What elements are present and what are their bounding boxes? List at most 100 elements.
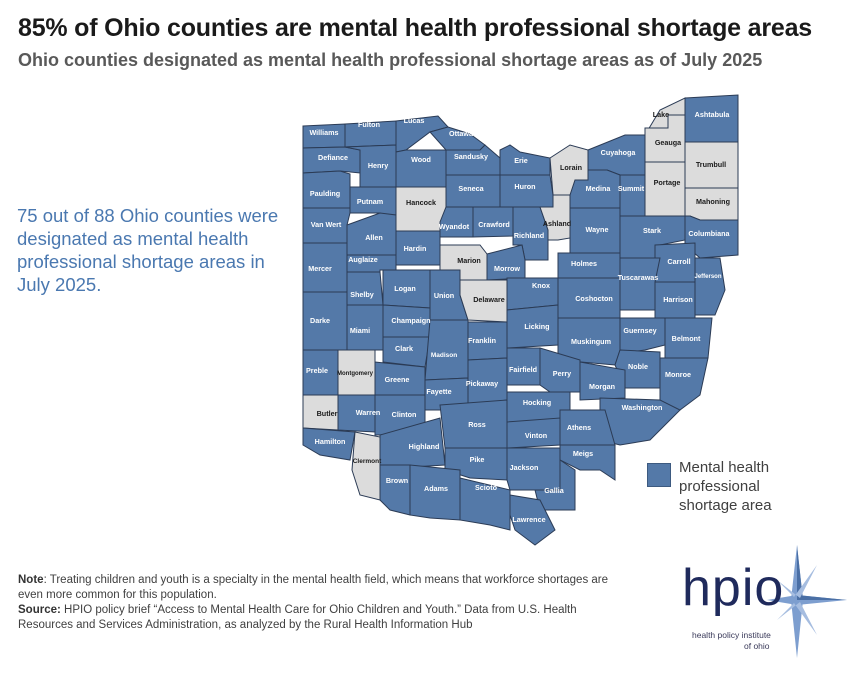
- source-label: Source:: [18, 604, 61, 616]
- svg-text:Jefferson: Jefferson: [694, 274, 721, 280]
- svg-text:Morgan: Morgan: [589, 382, 615, 391]
- county-shelby: [346, 271, 384, 306]
- svg-text:Clark: Clark: [395, 344, 413, 353]
- svg-text:Shelby: Shelby: [350, 290, 374, 299]
- svg-text:Darke: Darke: [310, 316, 330, 325]
- svg-text:Tuscarawas: Tuscarawas: [618, 273, 659, 282]
- logo-line2: of ohio: [744, 641, 770, 651]
- county-noble: [614, 349, 661, 389]
- svg-text:Carroll: Carroll: [667, 257, 690, 266]
- svg-text:Seneca: Seneca: [458, 184, 484, 193]
- county-lawrence: [509, 494, 556, 546]
- svg-text:Butler: Butler: [317, 409, 338, 418]
- note-label: Note: [18, 574, 44, 586]
- note: Note: Treating children and youth is a s…: [18, 573, 628, 603]
- svg-text:Fayette: Fayette: [426, 387, 451, 396]
- source-text: HPIO policy brief “Access to Mental Heal…: [18, 604, 577, 631]
- svg-text:Muskingum: Muskingum: [571, 337, 611, 346]
- svg-text:Wood: Wood: [411, 155, 431, 164]
- svg-text:Meigs: Meigs: [573, 449, 593, 458]
- svg-text:Delaware: Delaware: [473, 295, 505, 304]
- legend-label: Mental health professional shortage area: [679, 459, 772, 514]
- svg-text:Hocking: Hocking: [523, 398, 551, 407]
- svg-text:Harrison: Harrison: [663, 295, 693, 304]
- svg-text:Stark: Stark: [643, 226, 661, 235]
- county-portage: [644, 161, 686, 217]
- logo-wordmark: hpio: [682, 559, 785, 617]
- county-jefferson: [694, 257, 726, 316]
- svg-text:Lawrence: Lawrence: [512, 515, 545, 524]
- svg-text:Summit: Summit: [618, 184, 645, 193]
- svg-text:Richland: Richland: [514, 231, 544, 240]
- svg-text:Crawford: Crawford: [478, 220, 510, 229]
- svg-text:Coshocton: Coshocton: [575, 294, 613, 303]
- svg-text:Mercer: Mercer: [308, 264, 332, 273]
- note-text: : Treating children and youth is a speci…: [18, 574, 609, 601]
- svg-text:Erie: Erie: [514, 156, 528, 165]
- svg-text:Defiance: Defiance: [318, 153, 348, 162]
- county-guernsey: [619, 317, 666, 353]
- svg-text:Perry: Perry: [553, 369, 571, 378]
- svg-text:Sandusky: Sandusky: [454, 152, 488, 161]
- svg-text:Wayne: Wayne: [586, 225, 609, 234]
- svg-text:Pickaway: Pickaway: [466, 379, 498, 388]
- svg-text:Auglaize: Auglaize: [348, 255, 378, 264]
- svg-text:Lorain: Lorain: [560, 163, 582, 172]
- svg-text:Lake: Lake: [653, 110, 669, 119]
- svg-text:Miami: Miami: [350, 326, 370, 335]
- svg-text:Franklin: Franklin: [468, 336, 496, 345]
- svg-text:Belmont: Belmont: [672, 334, 701, 343]
- county-summit: [619, 174, 646, 217]
- county-morgan: [579, 361, 626, 401]
- svg-text:Athens: Athens: [567, 423, 591, 432]
- svg-text:Huron: Huron: [514, 182, 535, 191]
- svg-text:Paulding: Paulding: [310, 189, 340, 198]
- county-scioto: [459, 477, 511, 531]
- svg-text:Clermont: Clermont: [353, 458, 382, 465]
- svg-text:Marion: Marion: [457, 256, 481, 265]
- svg-text:Pike: Pike: [470, 455, 485, 464]
- logo-line1: health policy institute: [692, 630, 771, 640]
- chart-subtitle: Ohio counties designated as mental healt…: [18, 50, 763, 70]
- svg-text:Brown: Brown: [386, 476, 408, 485]
- svg-text:Ashtabula: Ashtabula: [695, 110, 731, 119]
- county-tuscarawas: [619, 257, 661, 311]
- svg-text:Gallia: Gallia: [544, 486, 565, 495]
- county-madison: [424, 319, 469, 381]
- county-labels: Williams Fulton Lucas Ottawa Defiance He…: [306, 110, 731, 524]
- svg-text:Williams: Williams: [309, 128, 338, 137]
- svg-text:Wyandot: Wyandot: [439, 222, 470, 231]
- svg-text:Highland: Highland: [409, 442, 440, 451]
- svg-text:Jackson: Jackson: [510, 463, 539, 472]
- hpio-logo: hpio health policy institute of ohio: [672, 540, 852, 660]
- svg-text:Ottawa: Ottawa: [449, 129, 474, 138]
- county-clermont: [351, 431, 381, 501]
- legend-swatch-shortage: [647, 463, 671, 487]
- svg-text:Hancock: Hancock: [406, 198, 436, 207]
- svg-text:Lucas: Lucas: [404, 116, 425, 125]
- svg-text:Union: Union: [434, 291, 454, 300]
- svg-text:Logan: Logan: [394, 284, 416, 293]
- svg-text:Washington: Washington: [622, 403, 663, 412]
- svg-text:Champaign: Champaign: [391, 316, 430, 325]
- svg-text:Ashland: Ashland: [543, 219, 571, 228]
- summary-callout: 75 out of 88 Ohio counties were designat…: [17, 205, 279, 295]
- svg-text:Columbiana: Columbiana: [688, 229, 730, 238]
- svg-text:Hardin: Hardin: [404, 244, 427, 253]
- svg-text:Adams: Adams: [424, 484, 448, 493]
- svg-text:Monroe: Monroe: [665, 370, 691, 379]
- footnotes: Note: Treating children and youth is a s…: [18, 573, 628, 633]
- compass-star-icon: [767, 545, 847, 658]
- county-huron: [499, 174, 554, 208]
- county-delaware: [459, 279, 508, 323]
- svg-text:Greene: Greene: [385, 375, 410, 384]
- svg-text:Preble: Preble: [306, 366, 328, 375]
- svg-text:Cuyahoga: Cuyahoga: [601, 148, 637, 157]
- county-brown: [379, 464, 411, 516]
- svg-text:Knox: Knox: [532, 281, 550, 290]
- county-hamilton: [302, 427, 356, 461]
- svg-text:Mahoning: Mahoning: [696, 197, 730, 206]
- svg-text:Portage: Portage: [654, 178, 681, 187]
- svg-text:Hamilton: Hamilton: [315, 437, 346, 446]
